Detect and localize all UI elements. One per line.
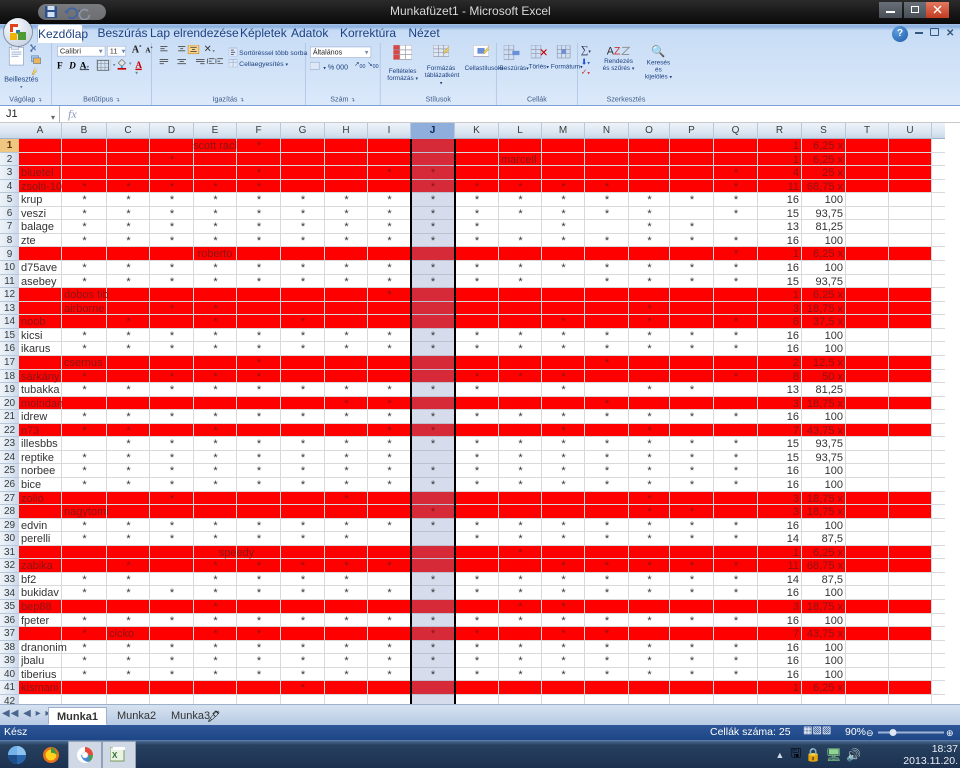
svg-text:▾: ▾ <box>129 61 132 67</box>
svg-text:X: X <box>112 751 118 760</box>
svg-text:⊖: ⊖ <box>866 728 874 737</box>
svg-text:⊕: ⊕ <box>946 728 954 737</box>
svg-text:▾: ▾ <box>212 48 215 54</box>
